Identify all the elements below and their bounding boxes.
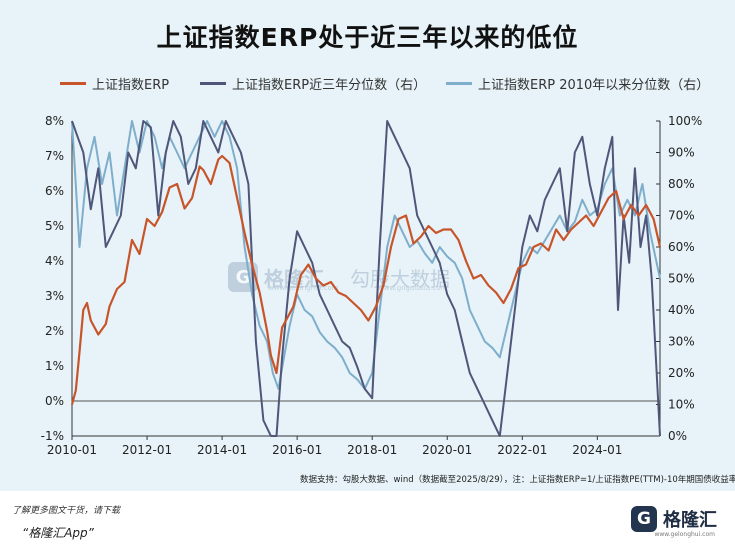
watermark: G 格隆汇 勾股大数据 www.gelonghui.com www.goguda… <box>228 262 450 292</box>
legend-label-erp: 上证指数ERP <box>92 78 170 93</box>
x-tick-label: 2020-01 <box>422 443 472 457</box>
x-tick-label: 2014-01 <box>197 443 247 457</box>
chart-title: 上证指数ERP处于近三年以来的低位 <box>156 23 579 52</box>
y-tick-label-left: 6% <box>45 184 64 198</box>
series-line-pct3y <box>71 120 661 437</box>
legend-item-pct2010: 上证指数ERP 2010年以来分位数（右） <box>446 74 709 93</box>
chart-panel <box>0 0 735 491</box>
y-tick-label-left: -1% <box>41 429 64 443</box>
series-line-erp <box>70 154 662 405</box>
legend-label-pct2010: 上证指数ERP 2010年以来分位数（右） <box>478 78 710 93</box>
x-tick-label: 2012-01 <box>122 443 172 457</box>
y-tick-label-right: 20% <box>668 366 695 380</box>
chart-legend: 上证指数ERP 上证指数ERP近三年分位数（右） 上证指数ERP 2010年以来… <box>60 74 720 94</box>
y-tick-label-right: 80% <box>668 177 695 191</box>
y-tick-label-left: 1% <box>45 359 64 373</box>
y-tick-label-right: 90% <box>668 146 695 160</box>
y-tick-label-left: 0% <box>45 394 64 408</box>
footer: 了解更多图文干货，请下载 “格隆汇App” G 格隆汇 www.gelonghu… <box>0 491 735 549</box>
watermark-name-2: 勾股大数据 <box>350 266 450 291</box>
x-tick-label: 2016-01 <box>272 443 322 457</box>
y-tick-label-right: 0% <box>668 429 687 443</box>
y-tick-label-left: 8% <box>45 114 64 128</box>
legend-swatch-pct2010 <box>446 82 472 85</box>
footer-app-name: “格隆汇App” <box>22 526 94 540</box>
y-tick-label-right: 70% <box>668 209 695 223</box>
brand: G 格隆汇 www.gelonghui.com <box>631 499 717 539</box>
x-tick-label: 2024-01 <box>572 443 622 457</box>
watermark-url: www.gelonghui.com <box>268 284 339 292</box>
brand-name: 格隆汇 <box>663 510 717 531</box>
series-line-pct2010 <box>71 120 661 390</box>
y-tick-label-right: 50% <box>668 272 695 286</box>
watermark-url-2: www.gogudata.com <box>378 284 448 292</box>
y-tick-label-left: 4% <box>45 254 64 268</box>
y-tick-label-left: 3% <box>45 289 64 303</box>
footer-hint: 了解更多图文干货，请下载 <box>12 506 121 516</box>
legend-item-pct3y: 上证指数ERP近三年分位数（右） <box>200 74 426 93</box>
y-tick-label-left: 5% <box>45 219 64 233</box>
source-note: 数据支持：勾股大数据、wind（数据截至2025/8/29），注：上证指数ERP… <box>300 475 735 485</box>
x-tick-label: 2022-01 <box>497 443 547 457</box>
x-tick-label: 2018-01 <box>347 443 397 457</box>
legend-label-pct3y: 上证指数ERP近三年分位数（右） <box>232 78 427 93</box>
legend-swatch-erp <box>60 82 86 85</box>
y-tick-label-left: 7% <box>45 149 64 163</box>
y-tick-label-right: 10% <box>668 398 695 412</box>
x-tick-label: 2010-01 <box>47 443 97 457</box>
y-tick-label-right: 100% <box>668 114 702 128</box>
y-tick-label-right: 30% <box>668 335 695 349</box>
legend-swatch-pct3y <box>200 82 226 85</box>
y-tick-label-right: 60% <box>668 240 695 254</box>
y-tick-label-left: 2% <box>45 324 64 338</box>
brand-logo-icon: G <box>631 506 657 532</box>
brand-url: www.gelonghui.com <box>654 531 715 538</box>
y-tick-label-right: 40% <box>668 303 695 317</box>
legend-item-erp: 上证指数ERP <box>60 74 169 93</box>
line-chart: 8% 7% 6% 5% 4% 3% 2% 1% 0% -1% 100% 90% 80% 70% 60% 50%… <box>41 114 703 457</box>
